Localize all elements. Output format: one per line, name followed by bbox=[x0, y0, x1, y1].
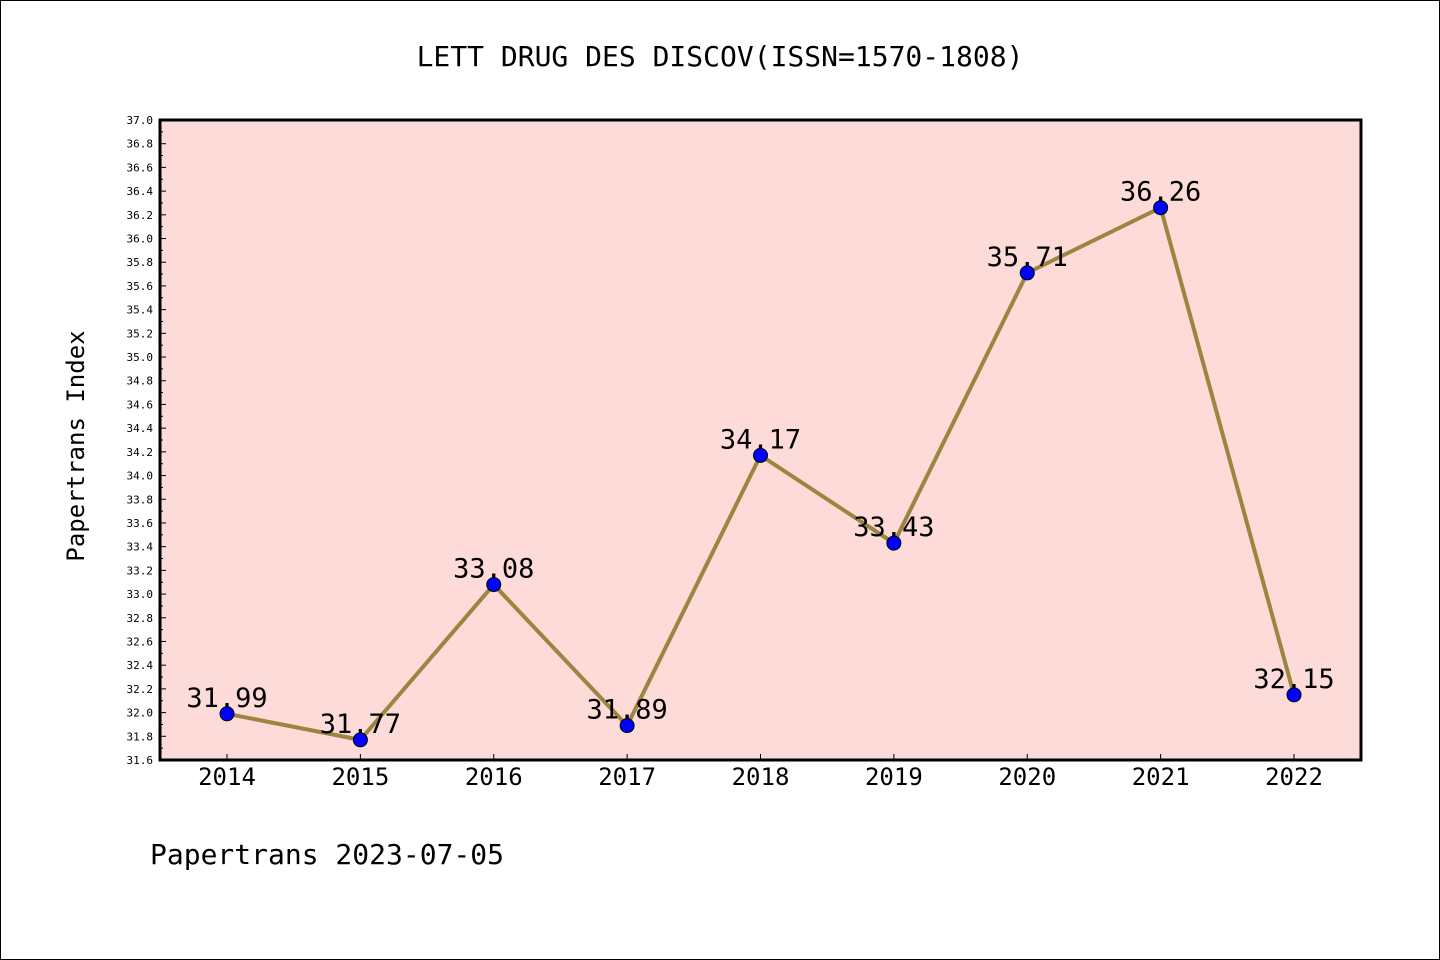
data-label: 36.26 bbox=[1120, 177, 1201, 208]
y-tick-label: 32.2 bbox=[127, 683, 154, 696]
x-tick-label: 2015 bbox=[331, 763, 389, 791]
x-tick-label: 2018 bbox=[732, 763, 790, 791]
y-tick-label: 35.4 bbox=[127, 304, 154, 317]
y-tick-label: 33.4 bbox=[127, 541, 154, 554]
data-point bbox=[486, 577, 502, 593]
y-tick-label: 31.6 bbox=[127, 754, 154, 767]
data-markers bbox=[219, 200, 1302, 748]
chart-title: LETT DRUG DES DISCOV(ISSN=1570-1808) bbox=[417, 40, 1024, 73]
y-tick-label: 32.0 bbox=[127, 707, 154, 720]
y-tick-label: 33.6 bbox=[127, 517, 154, 530]
y-tick-label: 35.6 bbox=[127, 280, 154, 293]
y-tick-label: 32.8 bbox=[127, 612, 154, 625]
y-tick-label: 35.2 bbox=[127, 327, 154, 340]
footer-text: Papertrans 2023-07-05 bbox=[150, 838, 504, 871]
data-label: 31.77 bbox=[320, 709, 401, 740]
y-tick-label: 35.8 bbox=[127, 256, 154, 269]
y-tick-label: 36.6 bbox=[127, 161, 154, 174]
data-label: 32.15 bbox=[1253, 664, 1334, 695]
y-tick-label: 34.4 bbox=[127, 422, 154, 435]
data-label: 35.71 bbox=[987, 242, 1068, 273]
y-tick-label: 32.6 bbox=[127, 635, 154, 648]
data-point bbox=[619, 718, 635, 734]
x-tick-label: 2020 bbox=[998, 763, 1056, 791]
data-point bbox=[753, 447, 768, 463]
data-point bbox=[219, 706, 235, 722]
data-point bbox=[352, 732, 368, 748]
data-label: 31.89 bbox=[586, 695, 667, 726]
y-tick-label: 35.0 bbox=[127, 351, 154, 364]
y-tick-label: 34.0 bbox=[127, 470, 154, 483]
data-label: 34.17 bbox=[720, 424, 801, 455]
y-tick-label: 33.8 bbox=[127, 493, 154, 506]
y-tick-label: 34.2 bbox=[127, 446, 154, 459]
data-label: 33.08 bbox=[453, 554, 534, 585]
data-label: 31.99 bbox=[186, 683, 267, 714]
data-labels: 31.99 31.77 33.08 31.89 34.17 33.43 35.71 36.26… bbox=[186, 177, 1334, 740]
x-tick-label: 2021 bbox=[1132, 763, 1190, 791]
y-tick-label: 36.2 bbox=[127, 209, 154, 222]
y-tick-label: 36.4 bbox=[127, 185, 154, 198]
data-point bbox=[1019, 265, 1035, 281]
y-tick-label: 36.8 bbox=[127, 138, 154, 151]
plot-area bbox=[158, 118, 1363, 762]
data-point bbox=[1286, 687, 1302, 703]
x-tick-label: 2016 bbox=[465, 763, 523, 791]
x-tick-label: 2022 bbox=[1265, 763, 1323, 791]
y-axis: 31.6 31.8 32.0 32.2 32.4 32.6 32.8 33.0 33.2 33.4… bbox=[127, 114, 166, 767]
y-tick-label: 33.0 bbox=[127, 588, 154, 601]
y-tick-label: 32.4 bbox=[127, 659, 154, 672]
y-tick-label: 36.0 bbox=[127, 233, 154, 246]
x-tick-label: 2017 bbox=[598, 763, 656, 791]
data-point bbox=[1153, 200, 1169, 216]
y-tick-label: 37.0 bbox=[127, 114, 154, 127]
y-tick-label: 34.8 bbox=[127, 375, 154, 388]
y-tick-label: 33.2 bbox=[127, 564, 154, 577]
x-axis: 2014 2015 2016 2017 2018 2019 2020 2021 2022 bbox=[198, 754, 1323, 791]
data-point bbox=[886, 535, 902, 551]
x-tick-label: 2014 bbox=[198, 763, 256, 791]
y-axis-title: Papertrans Index bbox=[62, 330, 90, 561]
y-tick-label: 34.6 bbox=[127, 398, 154, 411]
x-tick-label: 2019 bbox=[865, 763, 923, 791]
y-tick-label: 31.8 bbox=[127, 730, 154, 743]
data-label: 33.43 bbox=[853, 512, 934, 543]
